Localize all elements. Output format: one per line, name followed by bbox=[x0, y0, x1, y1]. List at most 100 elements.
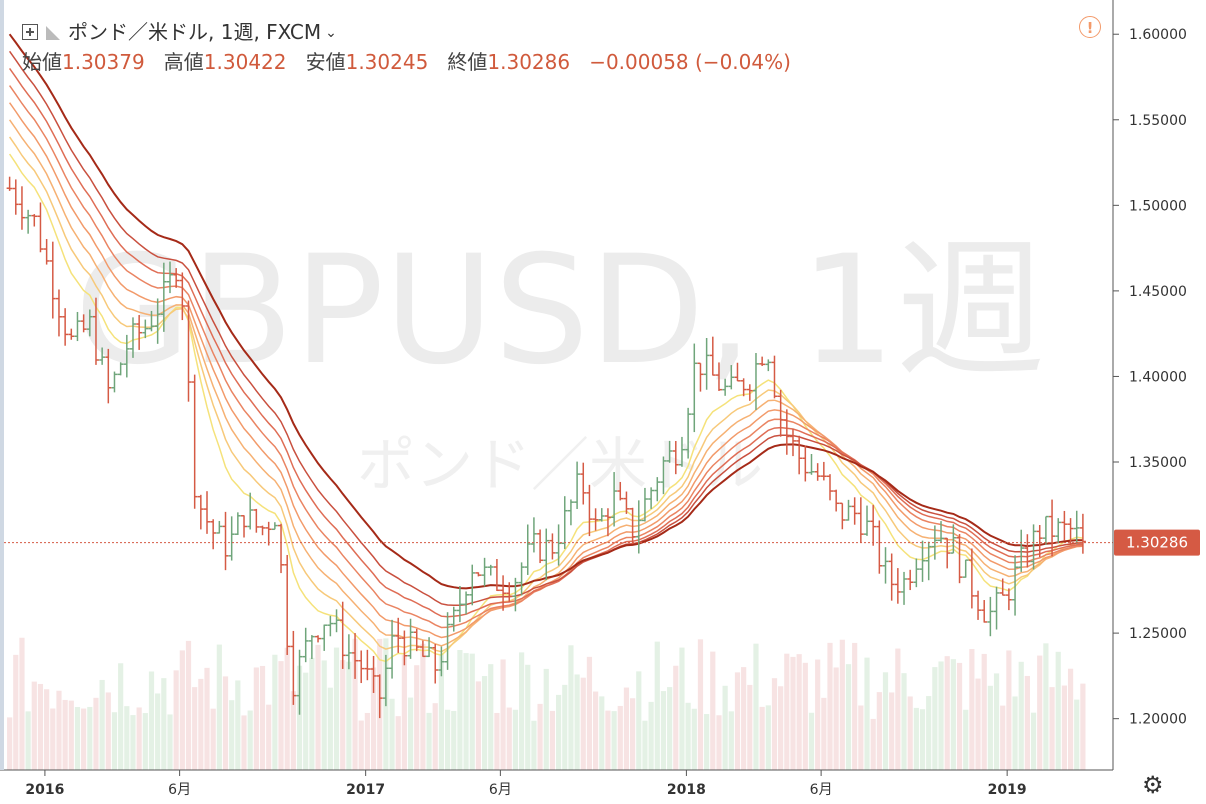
volume-bar bbox=[74, 707, 81, 770]
volume-bar bbox=[568, 645, 574, 770]
ohlc-bar bbox=[345, 634, 352, 670]
volume-bar bbox=[266, 704, 272, 770]
volume-bar bbox=[858, 705, 864, 770]
ohlc-bar bbox=[1055, 518, 1062, 544]
ohlc-bar bbox=[851, 497, 858, 525]
volume-bar bbox=[531, 720, 537, 770]
ohlc-bar bbox=[339, 601, 346, 669]
volume-bar bbox=[617, 705, 623, 770]
ohlc-bar bbox=[481, 557, 488, 587]
ohlc-bar bbox=[623, 491, 630, 514]
volume-bar bbox=[901, 673, 907, 770]
ohlc-bar bbox=[709, 336, 716, 376]
volume-bar bbox=[389, 698, 395, 770]
ohlc-bar bbox=[617, 481, 624, 501]
ohlc-bar bbox=[321, 624, 328, 651]
ohlc-bar bbox=[752, 353, 759, 411]
plus-box-icon[interactable] bbox=[22, 24, 38, 40]
ohlc-bar bbox=[1067, 518, 1074, 546]
volume-bar bbox=[907, 696, 913, 770]
volume-bar bbox=[987, 685, 993, 770]
ohlc-bar bbox=[265, 521, 272, 546]
volume-bar bbox=[889, 692, 895, 770]
volume-bar bbox=[932, 667, 938, 770]
ohlc-bar bbox=[25, 209, 32, 234]
volume-bar bbox=[796, 654, 802, 770]
volume-bar bbox=[944, 656, 950, 770]
volume-bar bbox=[679, 647, 685, 770]
time-axis[interactable] bbox=[0, 769, 1206, 804]
ohlc-bar bbox=[419, 640, 426, 658]
gear-icon[interactable]: ⚙ bbox=[1142, 771, 1164, 799]
change-value: −0.00058 (−0.04%) bbox=[589, 50, 791, 74]
ohlc-bar bbox=[722, 378, 729, 396]
volume-bar bbox=[882, 672, 889, 770]
volume-bar bbox=[660, 691, 667, 770]
ohlc-bar bbox=[703, 337, 710, 390]
volume-bar bbox=[562, 684, 568, 770]
left-edge-bar bbox=[0, 0, 4, 770]
alert-icon[interactable]: ! bbox=[1079, 16, 1101, 38]
flag-icon[interactable] bbox=[46, 26, 60, 40]
ohlc-bar bbox=[1042, 515, 1049, 545]
symbol-title[interactable]: ポンド／米ドル, 1週, FXCM bbox=[68, 20, 322, 44]
ohlc-bar bbox=[296, 649, 303, 715]
volume-bar bbox=[7, 717, 13, 770]
ohlc-bar bbox=[62, 308, 69, 346]
time-tick-label: 2018 bbox=[667, 782, 706, 798]
symbol-header[interactable]: ポンド／米ドル, 1週, FXCM ⌄ bbox=[22, 16, 337, 45]
volume-bar bbox=[1018, 661, 1024, 770]
ohlc-bar bbox=[148, 310, 155, 332]
volume-bar bbox=[25, 711, 31, 770]
volume-bar bbox=[432, 703, 438, 770]
ohlc-bar bbox=[92, 297, 99, 365]
price-tick-label: 1.45000 bbox=[1129, 284, 1187, 300]
ohlc-bar bbox=[154, 298, 161, 344]
ohlc-bar bbox=[315, 635, 322, 643]
ohlc-bar bbox=[666, 440, 673, 463]
close-label: 終値 bbox=[447, 50, 488, 74]
open-label: 始値 bbox=[22, 50, 62, 74]
ohlc-bar bbox=[253, 508, 260, 533]
ohlc-bar bbox=[549, 533, 556, 560]
price-axis-ticks: 1.60000 1.55000 1.50000 1.45000 1.40000 1.350… bbox=[1113, 27, 1187, 728]
ohlc-bar bbox=[55, 289, 62, 337]
ohlc-bar bbox=[574, 461, 581, 509]
volume-bar bbox=[364, 712, 370, 770]
ohlc-bar bbox=[827, 474, 834, 501]
volume-bar bbox=[821, 697, 827, 770]
volume-bar bbox=[463, 653, 469, 770]
ohlc-bar bbox=[222, 511, 229, 571]
price-axis[interactable] bbox=[1112, 0, 1206, 804]
ohlc-bar bbox=[80, 314, 87, 333]
volume-bar bbox=[852, 642, 858, 770]
ohlc-bar bbox=[697, 362, 704, 392]
ohlc-bar bbox=[567, 499, 574, 526]
ohlc-bar bbox=[364, 649, 371, 681]
volume-bar bbox=[975, 678, 981, 770]
time-tick-label: 2016 bbox=[25, 782, 64, 798]
ohlc-bar bbox=[1030, 524, 1037, 570]
chevron-down-icon[interactable]: ⌄ bbox=[325, 25, 337, 41]
volume-bar bbox=[296, 665, 303, 770]
ohlc-bar bbox=[333, 609, 340, 633]
ohlc-bar bbox=[796, 435, 803, 475]
ohlc-bar bbox=[43, 239, 50, 265]
volume-bar bbox=[667, 687, 673, 770]
ohlc-bar bbox=[216, 520, 223, 534]
ohlc-bar bbox=[432, 643, 439, 684]
ohlc-bar bbox=[685, 407, 692, 459]
volume-bar bbox=[118, 663, 124, 770]
ohlc-bar bbox=[530, 517, 537, 553]
moving-average-line bbox=[8, 67, 1083, 618]
volume-bar bbox=[605, 710, 611, 770]
ohlc-bar bbox=[993, 586, 1000, 630]
ohlc-bar bbox=[389, 619, 396, 679]
ohlc-bar bbox=[6, 176, 13, 191]
ohlc-bar bbox=[278, 523, 285, 574]
ohlc-bar bbox=[981, 600, 988, 623]
volume-bar bbox=[1074, 699, 1080, 770]
volume-bar bbox=[253, 667, 259, 770]
ohlc-bar bbox=[808, 453, 815, 475]
